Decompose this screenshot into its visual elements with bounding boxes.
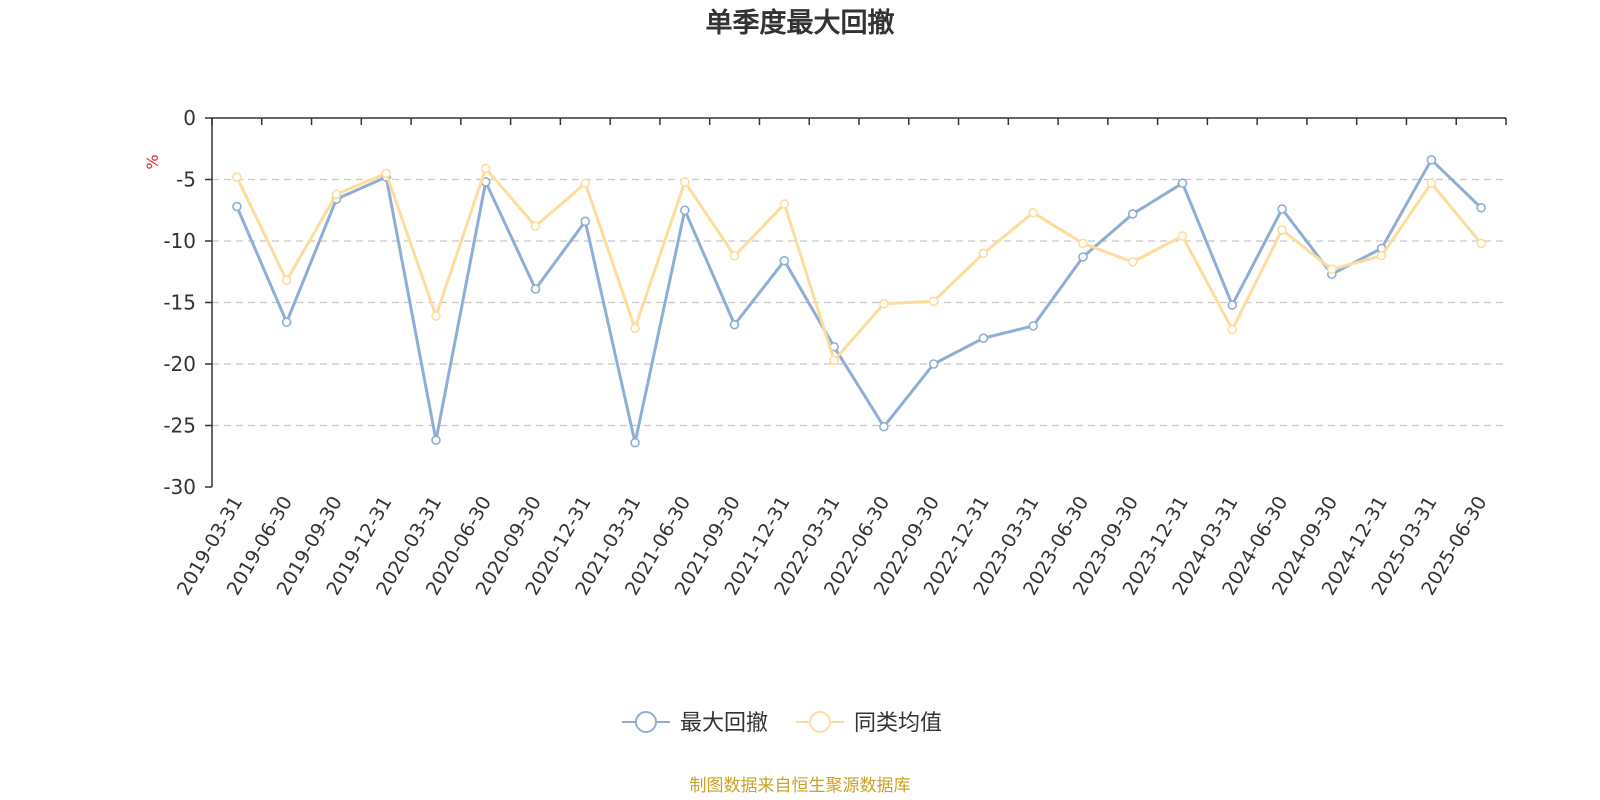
data-point[interactable] [630,437,640,448]
series-lines [232,155,1486,448]
y-tick-label: -10 [163,229,196,253]
x-tick-labels: 2019-03-312019-06-302019-09-302019-12-31… [173,492,1491,599]
data-point[interactable] [431,435,441,446]
data-point[interactable] [1227,300,1238,310]
y-axis-unit: % [143,154,162,169]
data-point[interactable] [928,359,939,369]
data-point[interactable] [829,355,839,366]
series-1 [232,163,1486,366]
data-point[interactable] [1277,225,1287,235]
data-point[interactable] [680,177,690,187]
legend-label: 最大回撤 [680,711,768,736]
data-point[interactable] [928,296,939,307]
data-point[interactable] [530,284,541,294]
data-point[interactable] [480,163,491,174]
data-point[interactable] [1127,257,1138,267]
data-point[interactable] [530,221,541,232]
y-tick-labels: 0 -5 -10 -15 -20 -25 -30 [163,106,196,499]
data-point[interactable] [1376,250,1387,261]
y-tick-label: -5 [176,168,196,192]
data-point[interactable] [879,421,889,432]
y-tick-label: -30 [163,475,196,499]
chart-title: 单季度最大回撤 [706,7,895,39]
y-tick-label: -20 [163,352,196,376]
legend-label: 同类均值 [854,711,942,736]
data-point[interactable] [1426,178,1437,188]
data-point[interactable] [1426,155,1437,165]
data-point[interactable] [1476,202,1486,213]
y-tick-label: -15 [163,291,196,315]
data-point[interactable] [1028,207,1038,218]
data-point[interactable] [331,189,342,200]
source-note: 制图数据来自恒生聚源数据库 [690,776,911,796]
data-point[interactable] [431,311,441,321]
axes [211,117,1507,487]
y-tick-label: 0 [183,106,196,130]
data-point[interactable] [978,333,989,343]
data-point[interactable] [232,172,242,182]
series-0 [232,155,1486,448]
data-point[interactable] [779,255,790,266]
legend-item-0[interactable]: 最大回撤 [622,711,768,736]
data-point[interactable] [580,178,591,188]
data-point[interactable] [1277,204,1287,214]
series-line [235,166,1483,362]
data-point[interactable] [1028,321,1038,331]
data-point[interactable] [630,323,640,334]
data-point[interactable] [1177,178,1188,188]
data-point[interactable] [580,216,591,227]
data-point[interactable] [1127,209,1138,219]
legend-circle-icon [635,711,657,733]
data-point[interactable] [1177,231,1188,241]
legend-item-1[interactable]: 同类均值 [796,711,942,736]
legend[interactable]: 最大回撤 同类均值 [622,711,942,736]
data-point[interactable] [232,201,242,212]
y-tick-label: -25 [163,414,196,438]
data-point[interactable] [1227,324,1238,335]
data-point[interactable] [1078,238,1088,249]
data-point[interactable] [281,317,292,327]
series-line [235,158,1483,445]
data-point[interactable] [978,248,989,259]
data-point[interactable] [680,205,690,216]
data-point[interactable] [879,298,889,309]
data-point[interactable] [381,168,391,179]
data-point[interactable] [779,199,790,209]
data-point[interactable] [729,319,740,330]
data-point[interactable] [1327,264,1337,275]
gridlines [205,117,1506,488]
data-point[interactable] [1078,252,1088,262]
data-point[interactable] [729,250,740,261]
legend-circle-icon [809,711,831,733]
data-point[interactable] [1476,238,1486,249]
data-point[interactable] [281,275,292,286]
